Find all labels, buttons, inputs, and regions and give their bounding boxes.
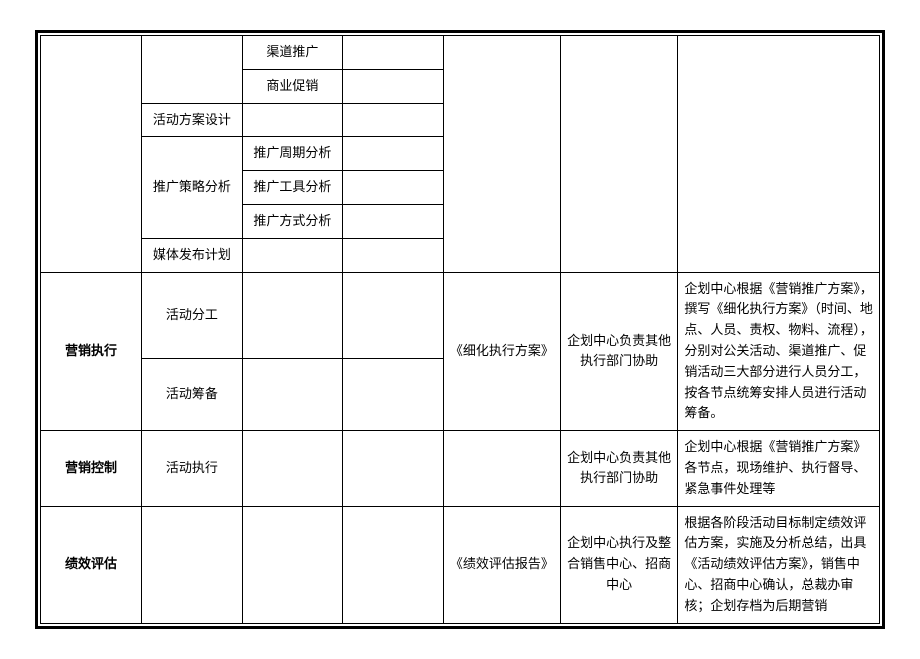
detail-cell bbox=[242, 359, 343, 431]
phase-cell: 营销控制 bbox=[41, 431, 142, 506]
content-cell bbox=[343, 69, 444, 103]
detail-cell bbox=[242, 103, 343, 137]
sub-cell: 推广策略分析 bbox=[142, 137, 243, 238]
note-cell: 根据各阶段活动目标制定绩效评估方案，实施及分析总结，出具《活动绩效评估方案》，销… bbox=[678, 506, 879, 622]
note-cell: 企划中心根据《营销推广方案》各节点，现场维护、执行督导、紧急事件处理等 bbox=[678, 431, 879, 506]
content-cell bbox=[343, 272, 444, 359]
detail-cell: 渠道推广 bbox=[242, 36, 343, 69]
phase-cell-empty bbox=[41, 36, 142, 272]
detail-cell: 推广方式分析 bbox=[242, 204, 343, 238]
content-cell bbox=[343, 204, 444, 238]
sub-cell: 活动执行 bbox=[142, 431, 243, 506]
detail-cell: 推广周期分析 bbox=[242, 137, 343, 171]
content-cell bbox=[343, 171, 444, 205]
content-cell bbox=[343, 137, 444, 171]
output-cell: 《绩效评估报告》 bbox=[443, 506, 560, 622]
detail-cell bbox=[242, 506, 343, 622]
sub-cell bbox=[142, 506, 243, 622]
note-cell: 企划中心根据《营销推广方案》，撰写《细化执行方案》（时间、地点、人员、责权、物料… bbox=[678, 272, 879, 431]
inner-table-frame: 渠道推广 商业促销 活动方案设计 推广策略分析 推广周期分析 推广工具分析 推广… bbox=[40, 35, 880, 624]
content-cell bbox=[343, 431, 444, 506]
content-cell bbox=[343, 506, 444, 622]
content-cell bbox=[343, 103, 444, 137]
note-cell bbox=[678, 36, 879, 272]
content-cell bbox=[343, 36, 444, 69]
content-cell bbox=[343, 359, 444, 431]
responsible-cell bbox=[561, 36, 678, 272]
sub-cell-empty bbox=[142, 36, 243, 103]
detail-cell bbox=[242, 272, 343, 359]
responsible-cell: 企划中心负责其他执行部门协助 bbox=[561, 431, 678, 506]
planning-table: 渠道推广 商业促销 活动方案设计 推广策略分析 推广周期分析 推广工具分析 推广… bbox=[41, 36, 879, 623]
phase-cell: 营销执行 bbox=[41, 272, 142, 431]
detail-cell: 商业促销 bbox=[242, 69, 343, 103]
outer-table-frame: 渠道推广 商业促销 活动方案设计 推广策略分析 推广周期分析 推广工具分析 推广… bbox=[35, 30, 885, 629]
responsible-cell: 企划中心负责其他执行部门协助 bbox=[561, 272, 678, 431]
detail-cell bbox=[242, 238, 343, 272]
phase-cell: 绩效评估 bbox=[41, 506, 142, 622]
detail-cell bbox=[242, 431, 343, 506]
sub-cell: 活动分工 bbox=[142, 272, 243, 359]
sub-cell: 活动方案设计 bbox=[142, 103, 243, 137]
output-cell bbox=[443, 36, 560, 272]
output-cell: 《细化执行方案》 bbox=[443, 272, 560, 431]
responsible-cell: 企划中心执行及整合销售中心、招商中心 bbox=[561, 506, 678, 622]
output-cell bbox=[443, 431, 560, 506]
sub-cell: 媒体发布计划 bbox=[142, 238, 243, 272]
content-cell bbox=[343, 238, 444, 272]
sub-cell: 活动筹备 bbox=[142, 359, 243, 431]
detail-cell: 推广工具分析 bbox=[242, 171, 343, 205]
